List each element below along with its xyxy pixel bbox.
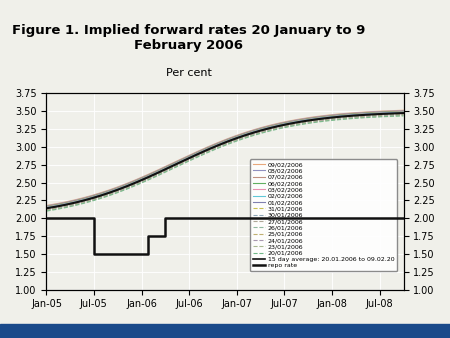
- Text: Source: The Riksbank: Source: The Riksbank: [336, 324, 441, 335]
- Text: Figure 1. Implied forward rates 20 January to 9
February 2006: Figure 1. Implied forward rates 20 Janua…: [12, 24, 366, 52]
- Text: Per cent: Per cent: [166, 68, 212, 78]
- Legend: 09/02/2006, 08/02/2006, 07/02/2006, 06/02/2006, 03/02/2006, 02/02/2006, 01/02/20: 09/02/2006, 08/02/2006, 07/02/2006, 06/0…: [250, 160, 397, 271]
